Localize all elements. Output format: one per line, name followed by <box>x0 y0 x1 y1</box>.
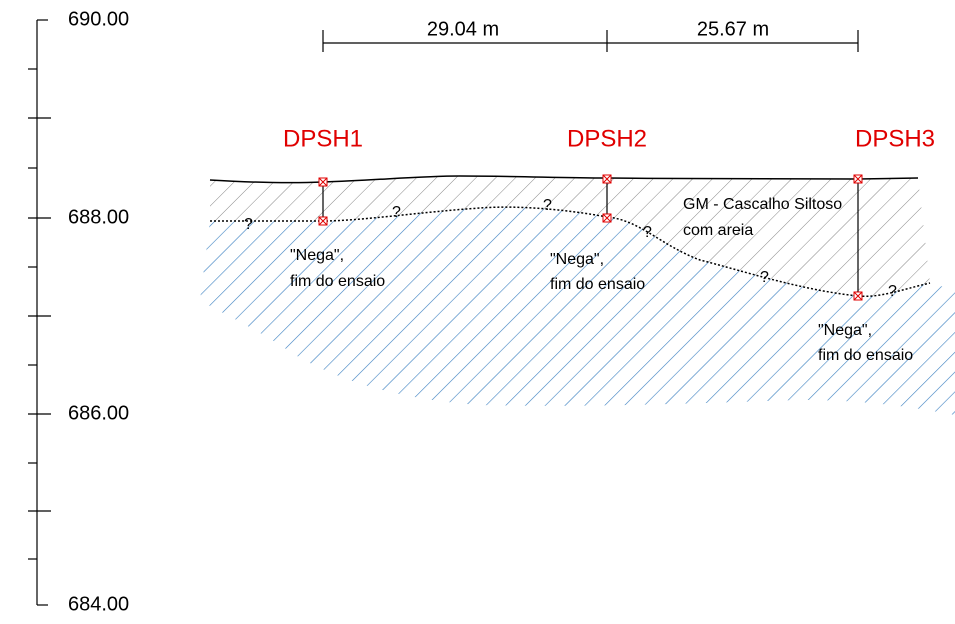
end-note: fim do ensaio <box>290 273 385 290</box>
end-note: "Nega", <box>290 247 344 264</box>
question-mark: ? <box>392 204 401 221</box>
axis-label: 684.00 <box>68 593 129 615</box>
cross-section: 690.00 688.00 686.00 684.00 29.04 m 25.6… <box>0 0 955 624</box>
distance-bar <box>323 30 858 52</box>
axis-label: 686.00 <box>68 402 129 424</box>
borehole-label: DPSH1 <box>283 125 363 152</box>
borehole-label: DPSH2 <box>567 125 647 152</box>
end-note: "Nega", <box>818 322 872 339</box>
question-mark: ? <box>244 216 253 233</box>
end-note: fim do ensaio <box>550 276 645 293</box>
axis-label: 688.00 <box>68 206 129 228</box>
distance-label: 29.04 m <box>427 18 499 40</box>
end-note: fim do ensaio <box>818 347 913 364</box>
layer-label: com areia <box>683 222 753 239</box>
borehole-label: DPSH3 <box>855 125 935 152</box>
distance-label: 25.67 m <box>697 18 769 40</box>
layer-label: GM - Cascalho Siltoso <box>683 196 842 213</box>
question-mark: ? <box>888 283 897 300</box>
end-note: "Nega", <box>550 251 604 268</box>
axis-label: 690.00 <box>68 8 129 30</box>
question-mark: ? <box>760 269 769 286</box>
question-mark: ? <box>543 197 552 214</box>
elevation-axis <box>28 20 51 605</box>
question-mark: ? <box>643 224 652 241</box>
